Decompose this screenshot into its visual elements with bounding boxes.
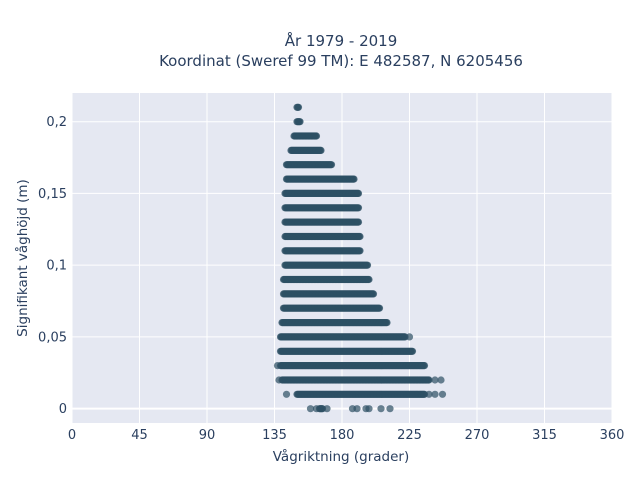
data-point xyxy=(350,175,358,183)
y-tick-label: 0,05 xyxy=(38,330,67,345)
data-point xyxy=(354,189,363,197)
data-point xyxy=(296,118,304,126)
data-point xyxy=(375,304,384,312)
data-point xyxy=(327,161,336,169)
x-axis-ticks: 0 45 90 135 180 225 270 315 360 xyxy=(68,428,625,443)
y-tick-label: 0,1 xyxy=(46,259,67,274)
y-axis-title: Signifikant våghöjd (m) xyxy=(14,179,31,337)
data-point xyxy=(425,376,433,384)
data-point xyxy=(273,362,282,370)
chart-title-line1: År 1979 - 2019 xyxy=(285,31,398,50)
data-point xyxy=(425,390,433,398)
data-point xyxy=(353,405,361,413)
data-point xyxy=(365,405,373,413)
data-point xyxy=(356,232,364,241)
chart-title-line2: Koordinat (Sweref 99 TM): E 482587, N 62… xyxy=(159,52,523,70)
y-tick-label: 0,15 xyxy=(38,187,67,202)
x-tick-label: 135 xyxy=(262,428,287,443)
data-point xyxy=(438,390,447,398)
data-point xyxy=(420,362,429,370)
data-point xyxy=(437,376,445,384)
data-point xyxy=(282,390,291,398)
data-point xyxy=(408,347,417,355)
data-point xyxy=(386,405,394,413)
data-point xyxy=(306,405,315,413)
data-point xyxy=(369,290,378,298)
data-point xyxy=(365,275,373,284)
x-tick-label: 90 xyxy=(199,428,216,443)
data-point xyxy=(294,103,303,111)
y-axis-ticks: 0 0,05 0,1 0,15 0,2 xyxy=(38,115,67,417)
data-point xyxy=(356,247,364,255)
data-point xyxy=(354,204,363,212)
y-tick-label: 0 xyxy=(59,402,67,417)
data-point xyxy=(363,261,372,269)
data-point xyxy=(377,405,385,413)
x-tick-label: 45 xyxy=(131,428,148,443)
x-tick-label: 225 xyxy=(397,428,422,443)
x-tick-label: 0 xyxy=(68,428,76,443)
data-point xyxy=(312,132,321,140)
data-point xyxy=(323,405,331,413)
data-point xyxy=(312,405,321,413)
x-axis-title: Vågriktning (grader) xyxy=(273,448,410,465)
data-points xyxy=(273,103,447,413)
data-point xyxy=(275,376,283,384)
data-point xyxy=(354,218,363,226)
x-tick-label: 270 xyxy=(465,428,490,443)
data-point xyxy=(317,146,325,154)
data-point xyxy=(383,319,391,327)
x-tick-label: 180 xyxy=(330,428,355,443)
x-tick-label: 360 xyxy=(600,428,625,443)
data-point xyxy=(431,376,439,384)
y-tick-label: 0,2 xyxy=(46,115,67,130)
data-point xyxy=(431,390,439,398)
data-point xyxy=(405,333,414,341)
x-tick-label: 315 xyxy=(532,428,557,443)
